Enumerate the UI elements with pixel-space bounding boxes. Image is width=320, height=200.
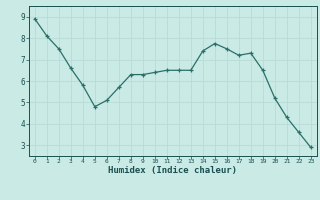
X-axis label: Humidex (Indice chaleur): Humidex (Indice chaleur) bbox=[108, 166, 237, 175]
